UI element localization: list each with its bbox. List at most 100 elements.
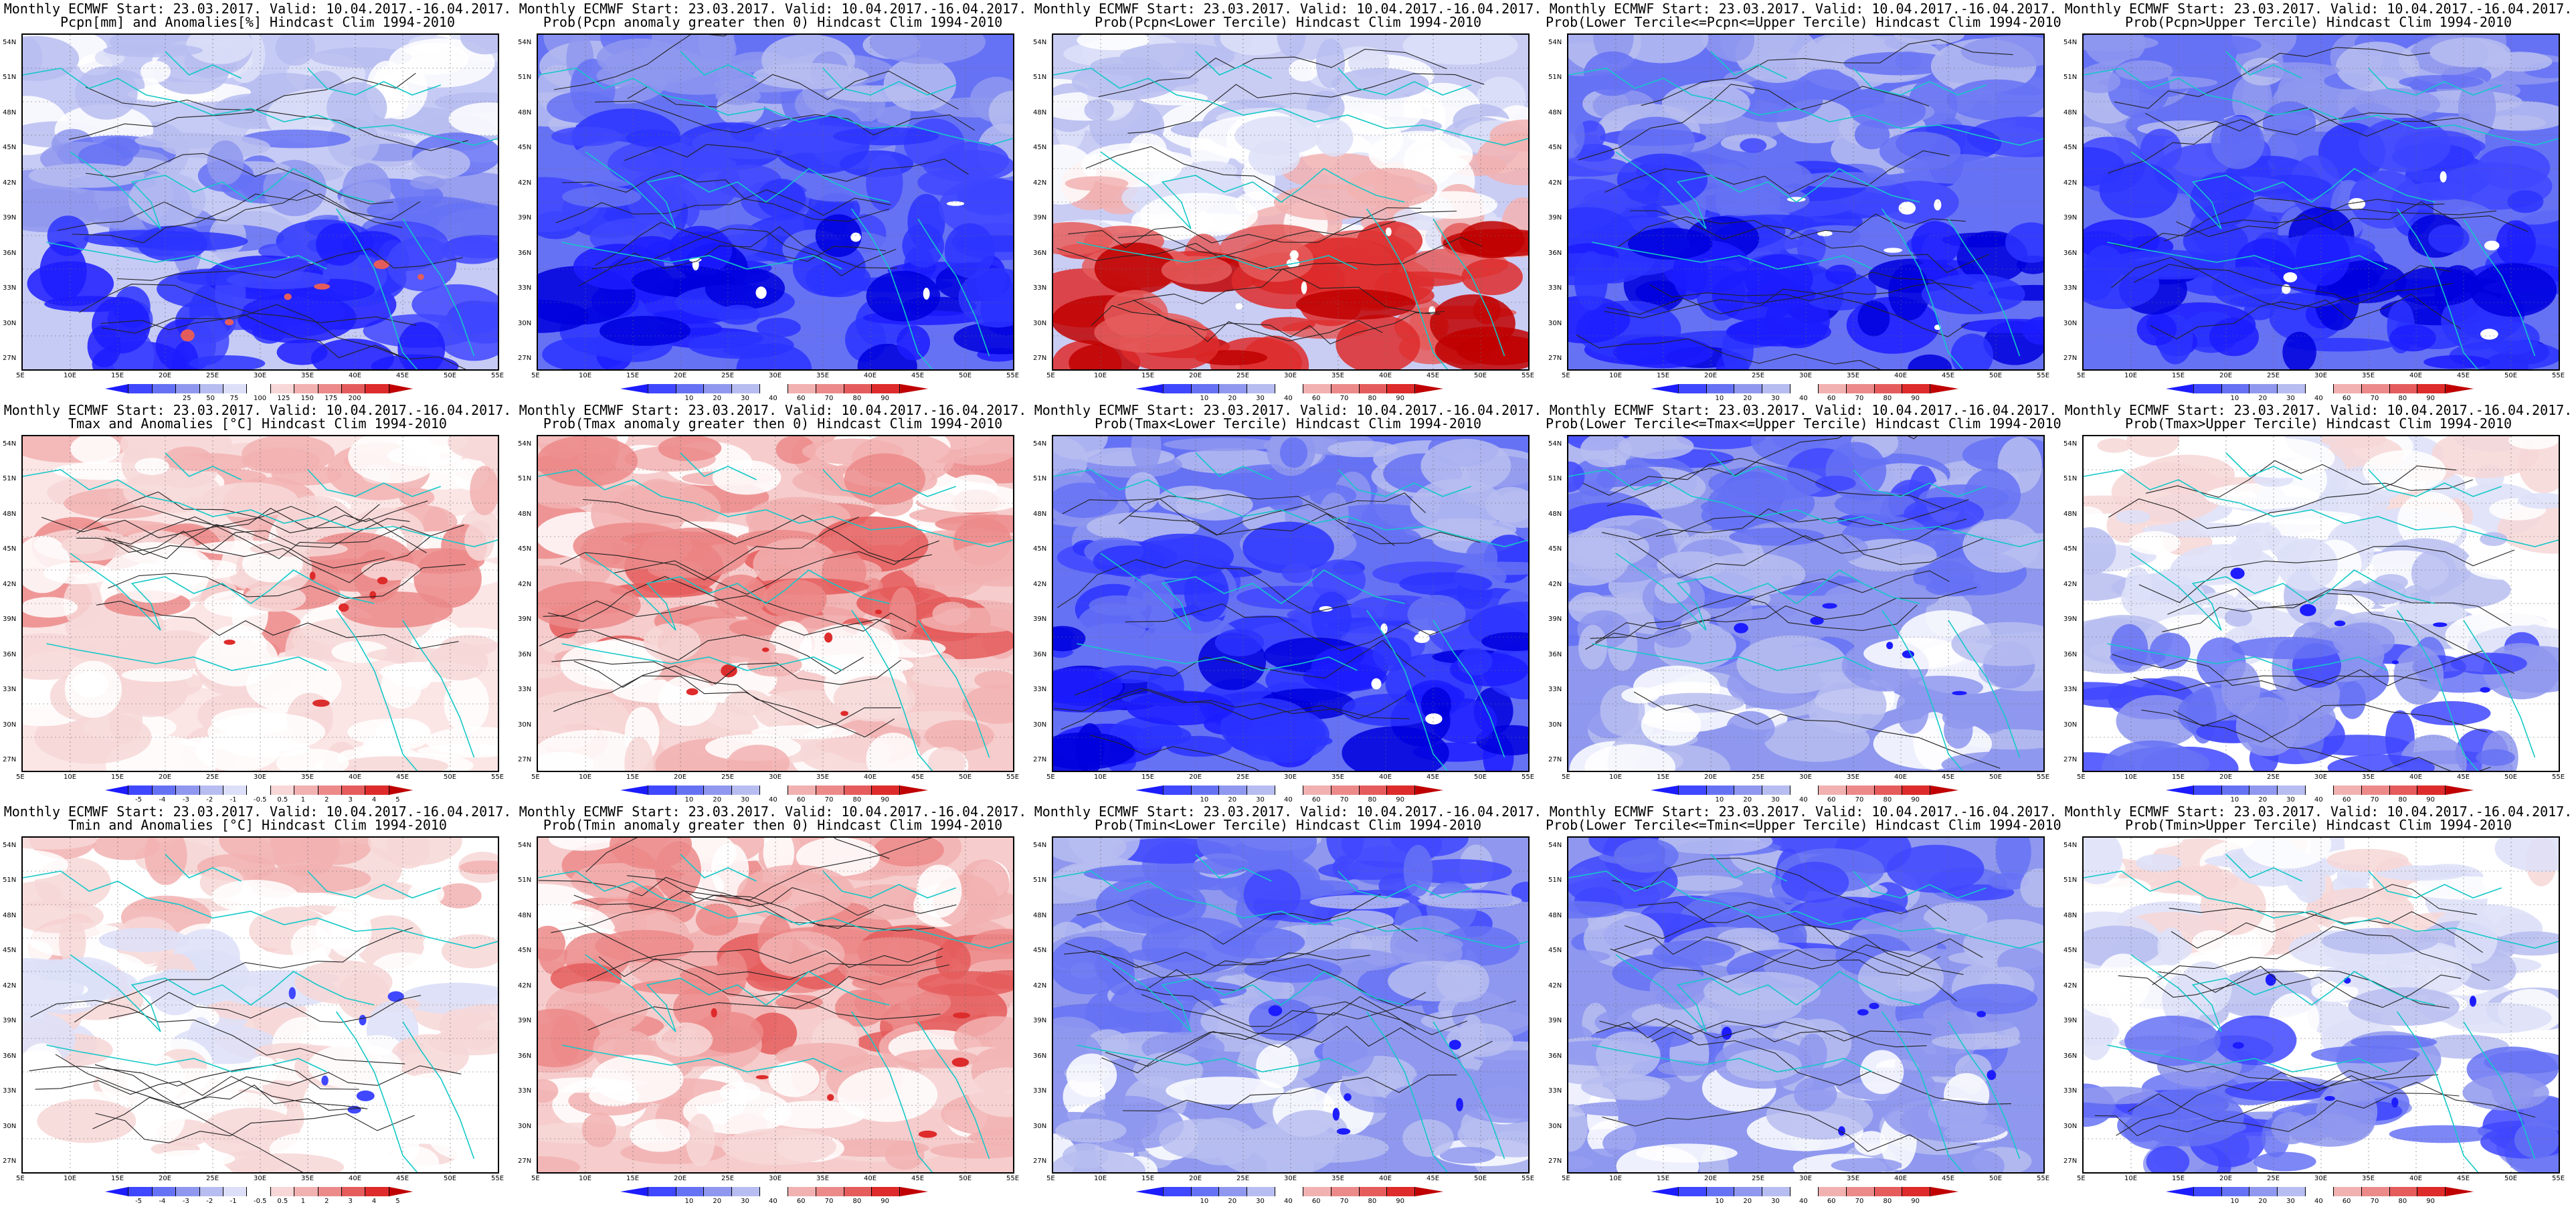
x-tick-label: 50E bbox=[1474, 372, 1487, 379]
x-tick-label: 10E bbox=[1094, 773, 1107, 781]
colorbar-swatch bbox=[2249, 785, 2278, 795]
colorbar-swatch bbox=[1902, 384, 1931, 393]
x-tick-label: 30E bbox=[1799, 372, 1813, 379]
panel-title-line-2: Tmax and Anomalies [°C] Hindcast Clim 19… bbox=[68, 415, 447, 432]
x-tick-label: 35E bbox=[816, 773, 830, 781]
x-tick-label: 30E bbox=[254, 1175, 267, 1182]
y-tick-label: 36N bbox=[2063, 1052, 2078, 1060]
colorbar-label: 70 bbox=[1855, 796, 1864, 804]
colorbar-swatch bbox=[1303, 384, 1331, 393]
colorbar-swatch bbox=[1359, 384, 1388, 393]
colorbar-label: 10 bbox=[1715, 796, 1724, 804]
colorbar-label: 80 bbox=[1883, 395, 1892, 402]
y-tick-label: 39N bbox=[518, 214, 532, 222]
colorbar bbox=[2166, 384, 2474, 393]
y-tick-label: 30N bbox=[1548, 1122, 1562, 1130]
colorbar-swatch bbox=[844, 785, 872, 795]
colorbar-swatch bbox=[1303, 785, 1331, 795]
colorbar-swatch bbox=[2193, 1187, 2222, 1196]
x-tick-label: 25E bbox=[1236, 1175, 1250, 1182]
colorbar-label: 80 bbox=[1883, 796, 1892, 804]
colorbar-label: 80 bbox=[1883, 1198, 1892, 1205]
colorbar-label: 40 bbox=[2314, 395, 2323, 402]
colorbar-label: -4 bbox=[159, 1198, 166, 1205]
x-tick-label: 20E bbox=[2219, 372, 2233, 379]
x-tick-label: 45E bbox=[911, 1175, 925, 1182]
forecast-map bbox=[21, 33, 499, 371]
forecast-map bbox=[2082, 836, 2560, 1174]
y-tick-label: 48N bbox=[1033, 911, 1047, 919]
x-tick-label: 15E bbox=[1141, 1175, 1155, 1182]
colorbar-label: 1 bbox=[300, 1198, 306, 1205]
x-tick-label: 20E bbox=[159, 1175, 172, 1182]
y-tick-label: 27N bbox=[1033, 756, 1047, 763]
x-tick-label: 25E bbox=[2267, 372, 2280, 379]
colorbar-swatch bbox=[2333, 785, 2362, 795]
colorbar-swatch bbox=[318, 785, 342, 795]
colorbar-swatch bbox=[389, 785, 413, 795]
colorbar-swatch bbox=[270, 384, 295, 393]
x-tick-label: 55E bbox=[1006, 1175, 1020, 1182]
x-tick-label: 20E bbox=[2219, 1175, 2233, 1182]
colorbar-label: 10 bbox=[1715, 1198, 1724, 1205]
colorbar-label: 20 bbox=[2258, 796, 2268, 804]
y-tick-label: 30N bbox=[1548, 721, 1562, 729]
y-tick-label: 36N bbox=[3, 249, 17, 257]
y-tick-label: 36N bbox=[1033, 249, 1047, 257]
y-tick-label: 51N bbox=[1033, 876, 1047, 885]
colorbar-swatch bbox=[1275, 785, 1303, 795]
colorbar-swatch bbox=[1818, 785, 1847, 795]
colorbar-label: 90 bbox=[881, 1198, 889, 1205]
y-tick-label: 36N bbox=[1548, 1052, 1562, 1060]
colorbar-swatch bbox=[2166, 785, 2194, 795]
colorbar-swatch bbox=[2333, 1187, 2362, 1196]
x-tick-label: 15E bbox=[1657, 372, 1670, 379]
forecast-map bbox=[1567, 435, 2045, 772]
colorbar-swatch bbox=[1874, 384, 1903, 393]
x-tick-label: 10E bbox=[64, 773, 77, 781]
y-tick-label: 39N bbox=[518, 616, 532, 624]
x-tick-label: 15E bbox=[1141, 372, 1155, 379]
colorbar-label: 40 bbox=[2314, 1198, 2323, 1205]
colorbar-swatch bbox=[1331, 384, 1360, 393]
y-tick-label: 30N bbox=[1033, 1122, 1047, 1130]
y-tick-label: 36N bbox=[518, 650, 532, 658]
panel-title-line-2: Prob(Pcpn anomaly greater then 0) Hindca… bbox=[543, 14, 1003, 30]
x-tick-label: 35E bbox=[301, 773, 314, 781]
y-tick-label: 27N bbox=[518, 756, 532, 763]
x-tick-label: 35E bbox=[1847, 773, 1860, 781]
colorbar-label: 70 bbox=[1340, 1198, 1349, 1205]
colorbar-swatch bbox=[128, 384, 153, 393]
colorbar-swatch bbox=[1359, 785, 1388, 795]
y-tick-label: 45N bbox=[3, 545, 17, 553]
colorbar-swatch bbox=[1930, 785, 1958, 795]
x-tick-label: 25E bbox=[1236, 372, 1250, 379]
x-tick-label: 10E bbox=[2124, 1175, 2138, 1182]
forecast-map bbox=[1052, 836, 1530, 1174]
x-tick-label: 10E bbox=[1094, 1175, 1107, 1182]
colorbar-label: 10 bbox=[1715, 395, 1724, 402]
y-tick-label: 54N bbox=[518, 39, 532, 46]
colorbar-swatch bbox=[1762, 1187, 1791, 1196]
x-tick-label: 45E bbox=[2457, 372, 2470, 379]
panel-title-line-1: Monthly ECMWF Start: 23.03.2017. Valid: … bbox=[1034, 1, 1542, 17]
map-field bbox=[23, 35, 498, 369]
y-tick-label: 42N bbox=[2063, 179, 2078, 187]
colorbar-swatch bbox=[1247, 384, 1276, 393]
y-tick-label: 36N bbox=[1548, 249, 1562, 257]
x-tick-label: 50E bbox=[2504, 1175, 2518, 1182]
colorbar-label: 40 bbox=[2314, 796, 2323, 804]
colorbar-label: 60 bbox=[1311, 395, 1321, 402]
map-panel-tmax-prob-upper: Monthly ECMWF Start: 23.03.2017. Valid: … bbox=[2061, 401, 2576, 804]
colorbar-label: -3 bbox=[182, 796, 189, 804]
x-tick-label: 5E bbox=[1562, 773, 1570, 781]
colorbar-label: 70 bbox=[824, 1198, 834, 1205]
colorbar-swatch bbox=[1930, 1187, 1958, 1196]
colorbar-label: 20 bbox=[2258, 1198, 2268, 1205]
panel-title-line-1: Monthly ECMWF Start: 23.03.2017. Valid: … bbox=[1034, 804, 1542, 820]
y-tick-label: 39N bbox=[1033, 616, 1047, 624]
y-tick-label: 51N bbox=[2063, 475, 2078, 483]
panel-title-line-1: Monthly ECMWF Start: 23.03.2017. Valid: … bbox=[1034, 402, 1542, 418]
y-tick-label: 45N bbox=[518, 545, 532, 553]
